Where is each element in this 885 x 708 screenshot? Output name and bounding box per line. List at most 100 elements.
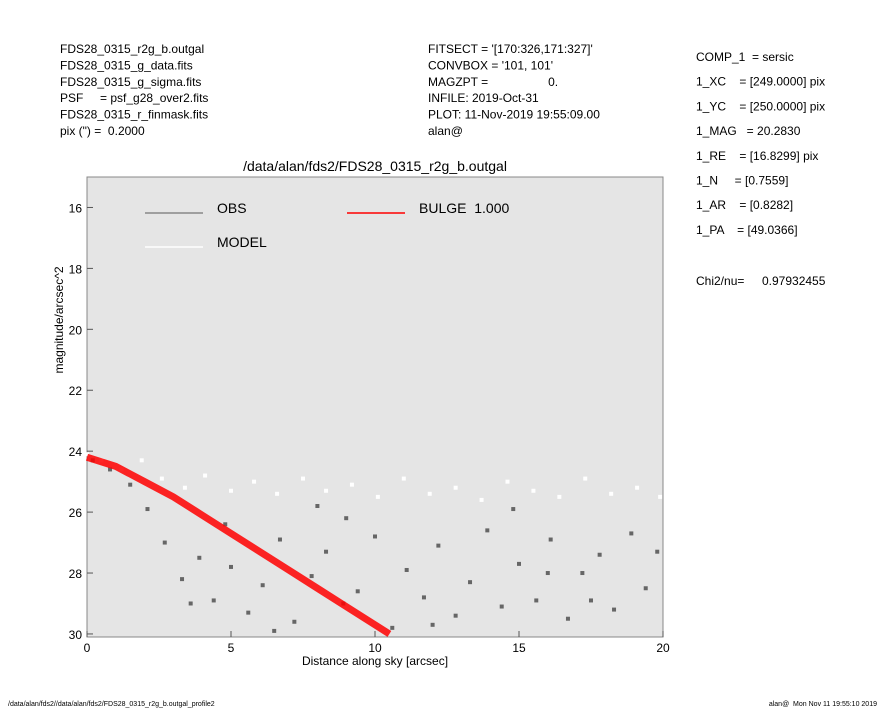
fit-param: 1_MAG = 20.2830 bbox=[696, 124, 801, 138]
data-point bbox=[499, 604, 504, 609]
fit-param: 1_PA = [49.0366] bbox=[696, 223, 798, 237]
data-point bbox=[583, 476, 588, 481]
data-point bbox=[197, 555, 202, 560]
header-middle-line: CONVBOX = '101, 101' bbox=[428, 58, 553, 72]
header-left-line: FDS28_0315_r_finmask.fits bbox=[60, 108, 208, 122]
data-point bbox=[390, 625, 395, 630]
data-point bbox=[229, 564, 233, 569]
data-point bbox=[373, 534, 377, 539]
data-point bbox=[404, 567, 409, 572]
y-axis-label: magnitude/arcsec^2 bbox=[52, 266, 66, 373]
legend-label: MODEL bbox=[217, 234, 267, 250]
chart-title: /data/alan/fds2/FDS28_0315_r2g_b.outgal bbox=[243, 158, 507, 174]
footer-right: alan@ Mon Nov 11 19:55:10 2019 bbox=[769, 701, 877, 708]
data-point bbox=[277, 537, 282, 542]
data-point bbox=[188, 601, 193, 606]
fit-param: COMP_1 = sersic bbox=[696, 50, 794, 64]
data-point bbox=[557, 494, 562, 499]
header-left-line: pix (") = 0.2000 bbox=[60, 124, 145, 138]
data-point bbox=[436, 543, 441, 548]
data-point bbox=[252, 479, 257, 484]
data-point bbox=[609, 491, 614, 496]
x-tick-label: 15 bbox=[512, 641, 526, 655]
data-point bbox=[511, 507, 516, 512]
data-point bbox=[531, 488, 536, 493]
data-point bbox=[517, 561, 521, 566]
data-point bbox=[565, 616, 570, 621]
data-point bbox=[246, 610, 251, 615]
data-point bbox=[159, 476, 164, 481]
data-point bbox=[344, 516, 349, 521]
y-tick-label: 28 bbox=[69, 567, 83, 581]
data-point bbox=[309, 574, 314, 579]
header-middle-line: MAGZPT = 0. bbox=[428, 75, 558, 89]
fit-param: 1_N = [0.7559] bbox=[696, 174, 788, 188]
header-left-line: PSF = psf_g28_over2.fits bbox=[60, 91, 208, 105]
legend-label: BULGE 1.000 bbox=[419, 200, 509, 216]
data-point bbox=[612, 607, 617, 612]
data-point bbox=[655, 549, 660, 554]
header-left-line: FDS28_0315_g_data.fits bbox=[60, 58, 193, 72]
y-tick-label: 16 bbox=[69, 201, 83, 215]
y-tick-label: 24 bbox=[69, 445, 83, 459]
fit-param: 1_RE = [16.8299] pix bbox=[696, 149, 818, 163]
data-point bbox=[128, 482, 133, 487]
data-point bbox=[85, 452, 89, 457]
data-point bbox=[292, 619, 297, 624]
y-tick-label: 30 bbox=[69, 628, 83, 642]
footer-left: /data/alan/fds2//data/alan/fds2/FDS28_03… bbox=[8, 701, 215, 708]
fit-param: 1_AR = [0.8282] bbox=[696, 198, 793, 212]
data-point bbox=[211, 598, 216, 603]
data-point bbox=[479, 497, 484, 502]
data-point bbox=[545, 571, 550, 576]
data-point bbox=[643, 586, 648, 591]
data-point bbox=[315, 504, 320, 509]
data-point bbox=[427, 491, 432, 496]
data-point bbox=[139, 458, 144, 463]
data-point bbox=[548, 537, 553, 542]
data-point bbox=[430, 622, 435, 627]
data-point bbox=[162, 540, 167, 545]
data-point bbox=[108, 467, 113, 472]
fit-param: 1_YC = [250.0000] pix bbox=[696, 99, 825, 113]
x-tick-label: 5 bbox=[228, 641, 235, 655]
chi-value: 0.97932455 bbox=[762, 274, 826, 288]
data-point bbox=[203, 473, 208, 478]
header-middle-line: PLOT: 11-Nov-2019 19:55:09.00 bbox=[428, 108, 600, 122]
data-point bbox=[453, 485, 458, 490]
header-middle-line: FITSECT = '[170:326,171:327]' bbox=[428, 42, 593, 56]
data-point bbox=[272, 628, 277, 633]
data-point bbox=[421, 595, 426, 600]
y-tick-label: 22 bbox=[69, 384, 83, 398]
plot-area bbox=[86, 176, 664, 638]
data-point bbox=[453, 613, 458, 618]
data-point bbox=[580, 571, 585, 576]
data-point bbox=[324, 488, 329, 493]
data-point bbox=[629, 531, 634, 536]
x-tick-label: 10 bbox=[368, 641, 382, 655]
data-point bbox=[534, 598, 539, 603]
data-point bbox=[505, 479, 510, 484]
data-point bbox=[275, 491, 280, 496]
data-point bbox=[597, 552, 602, 557]
data-point bbox=[355, 589, 360, 594]
header-middle-line: INFILE: 2019-Oct-31 bbox=[428, 91, 539, 105]
data-point bbox=[145, 507, 150, 512]
fit-param: 1_XC = [249.0000] pix bbox=[696, 75, 825, 89]
data-point bbox=[635, 485, 640, 490]
data-point bbox=[223, 522, 228, 527]
data-point bbox=[401, 476, 406, 481]
data-point bbox=[229, 488, 233, 493]
x-tick-label: 20 bbox=[656, 641, 670, 655]
x-tick-label: 0 bbox=[84, 641, 91, 655]
header-left-line: FDS28_0315_g_sigma.fits bbox=[60, 75, 201, 89]
model-band bbox=[85, 453, 392, 637]
data-point bbox=[375, 494, 380, 499]
y-tick-label: 18 bbox=[69, 262, 83, 276]
chi-label: Chi2/nu= bbox=[696, 274, 744, 288]
y-tick-label: 20 bbox=[69, 323, 83, 337]
data-point bbox=[468, 580, 473, 585]
legend-label: OBS bbox=[217, 200, 247, 216]
